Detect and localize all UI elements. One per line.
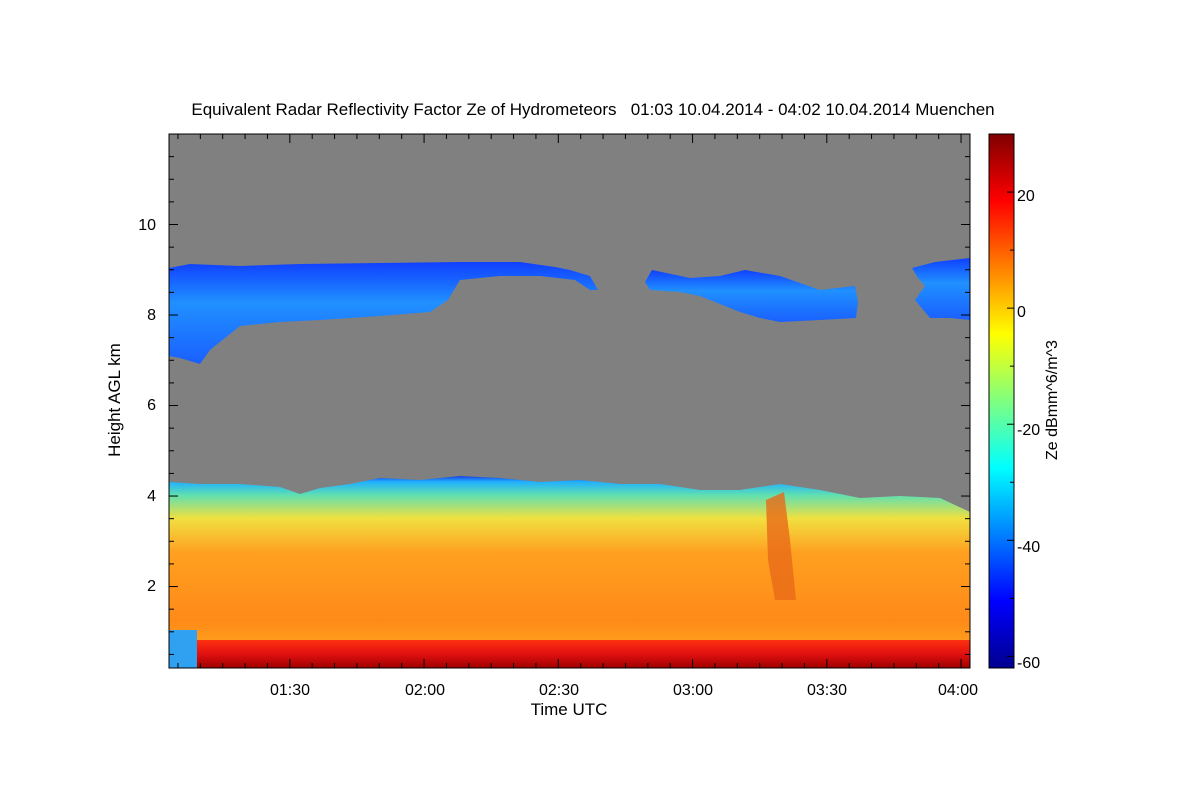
colorbar-tick-label: 0 bbox=[1017, 304, 1026, 321]
y-tick-label: 2 bbox=[147, 578, 156, 595]
y-axis: 2 4 6 8 10 Height AGL km bbox=[105, 217, 156, 595]
bright-band bbox=[169, 640, 970, 668]
colorbar-tick-label: -20 bbox=[1017, 422, 1040, 439]
y-tick-label: 6 bbox=[147, 397, 156, 414]
plot-frame bbox=[168, 133, 971, 669]
plot-area bbox=[169, 134, 970, 668]
colorbar: 20 0 -20 -40 -60 Ze dBmm^6/m^3 bbox=[988, 133, 1061, 672]
colorbar-tick-label: -40 bbox=[1017, 539, 1040, 556]
colorbar-label: Ze dBmm^6/m^3 bbox=[1044, 340, 1061, 460]
x-tick-label: 02:30 bbox=[539, 682, 579, 699]
x-tick-label: 02:00 bbox=[405, 682, 445, 699]
axis-ticks bbox=[169, 133, 1014, 668]
cirrus-cloud-2 bbox=[645, 270, 858, 322]
y-axis-label: Height AGL km bbox=[105, 343, 124, 457]
colorbar-tick-label: -60 bbox=[1017, 655, 1040, 672]
y-tick-label: 4 bbox=[147, 488, 156, 505]
convective-streak bbox=[766, 492, 796, 600]
colorbar-ramp bbox=[988, 133, 1015, 669]
y-tick-label: 8 bbox=[147, 307, 156, 324]
y-tick-label: 10 bbox=[138, 217, 156, 234]
low-cloud-layer bbox=[169, 476, 970, 668]
cirrus-cloud-1 bbox=[169, 262, 598, 364]
x-axis-label: Time UTC bbox=[531, 700, 608, 719]
colorbar-tick-label: 20 bbox=[1017, 188, 1035, 205]
ground-clutter bbox=[169, 630, 197, 668]
chart-title: Equivalent Radar Reflectivity Factor Ze … bbox=[191, 100, 994, 119]
x-tick-label: 04:00 bbox=[938, 682, 978, 699]
x-tick-label: 01:30 bbox=[270, 682, 310, 699]
x-tick-label: 03:30 bbox=[807, 682, 847, 699]
x-tick-label: 03:00 bbox=[673, 682, 713, 699]
x-axis: 01:30 02:00 02:30 03:00 03:30 04:00 Time… bbox=[270, 682, 978, 719]
cirrus-cloud-3 bbox=[912, 258, 970, 320]
